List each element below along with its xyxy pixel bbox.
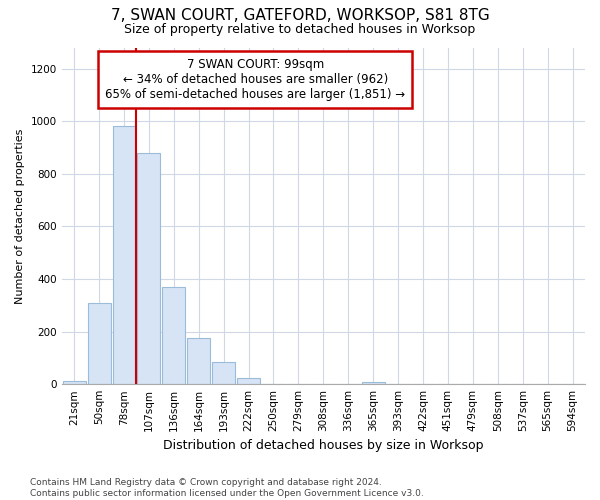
Text: 7 SWAN COURT: 99sqm
← 34% of detached houses are smaller (962)
65% of semi-detac: 7 SWAN COURT: 99sqm ← 34% of detached ho… — [105, 58, 406, 100]
Bar — [187, 338, 210, 384]
Bar — [88, 302, 110, 384]
Bar — [362, 382, 385, 384]
Bar — [237, 378, 260, 384]
Y-axis label: Number of detached properties: Number of detached properties — [15, 128, 25, 304]
Bar — [212, 362, 235, 384]
Text: Size of property relative to detached houses in Worksop: Size of property relative to detached ho… — [124, 22, 476, 36]
Text: Contains HM Land Registry data © Crown copyright and database right 2024.
Contai: Contains HM Land Registry data © Crown c… — [30, 478, 424, 498]
Bar — [137, 152, 160, 384]
X-axis label: Distribution of detached houses by size in Worksop: Distribution of detached houses by size … — [163, 440, 484, 452]
Text: 7, SWAN COURT, GATEFORD, WORKSOP, S81 8TG: 7, SWAN COURT, GATEFORD, WORKSOP, S81 8T… — [110, 8, 490, 22]
Bar — [163, 287, 185, 384]
Bar — [113, 126, 136, 384]
Bar — [62, 381, 86, 384]
